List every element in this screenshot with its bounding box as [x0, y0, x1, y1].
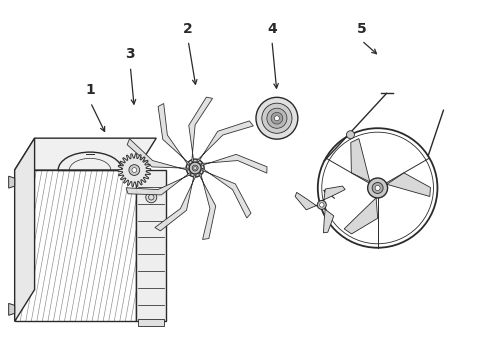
Polygon shape	[201, 154, 267, 173]
Bar	[136, 170, 166, 321]
Circle shape	[256, 97, 298, 139]
Circle shape	[372, 183, 383, 193]
Polygon shape	[202, 168, 251, 218]
Polygon shape	[15, 138, 156, 170]
Circle shape	[262, 103, 292, 133]
Polygon shape	[127, 139, 188, 170]
Polygon shape	[323, 207, 334, 233]
Polygon shape	[199, 173, 216, 239]
Polygon shape	[9, 303, 15, 315]
Circle shape	[132, 168, 137, 172]
Polygon shape	[155, 175, 196, 231]
Polygon shape	[15, 138, 35, 321]
Circle shape	[194, 167, 196, 169]
Text: 4: 4	[267, 22, 277, 36]
Circle shape	[192, 165, 198, 171]
Polygon shape	[9, 176, 15, 188]
Polygon shape	[344, 195, 379, 234]
Text: 2: 2	[183, 22, 193, 36]
Circle shape	[189, 162, 201, 174]
Circle shape	[375, 185, 380, 190]
Circle shape	[274, 116, 279, 121]
Circle shape	[146, 192, 157, 203]
Polygon shape	[189, 97, 213, 162]
Polygon shape	[126, 173, 192, 195]
Circle shape	[346, 131, 354, 139]
Circle shape	[319, 203, 324, 207]
Polygon shape	[196, 121, 253, 162]
Circle shape	[368, 178, 388, 198]
Bar	[138, 319, 164, 327]
Circle shape	[318, 201, 326, 210]
Circle shape	[186, 159, 204, 177]
Circle shape	[271, 112, 283, 124]
Polygon shape	[158, 103, 190, 166]
Polygon shape	[295, 192, 319, 210]
Polygon shape	[118, 154, 151, 186]
Circle shape	[129, 165, 140, 175]
Text: 1: 1	[86, 84, 96, 97]
Circle shape	[267, 108, 287, 128]
Polygon shape	[321, 186, 345, 202]
Polygon shape	[351, 139, 372, 186]
Text: 3: 3	[125, 48, 135, 62]
Text: 5: 5	[357, 22, 367, 36]
Polygon shape	[383, 173, 430, 197]
